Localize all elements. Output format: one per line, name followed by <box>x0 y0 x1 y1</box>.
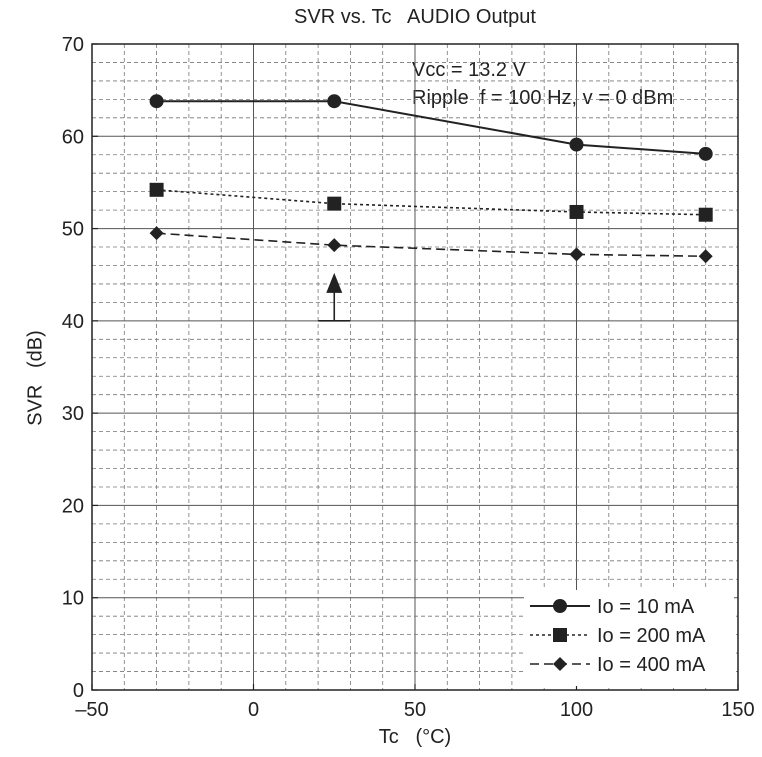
y-tick-label: 10 <box>62 588 84 610</box>
x-tick-label: –50 <box>75 699 108 721</box>
legend-marker <box>553 657 567 671</box>
series-2 <box>149 182 713 222</box>
data-point <box>569 204 584 219</box>
y-tick-label: 40 <box>62 311 84 333</box>
x-tick-label: 100 <box>560 699 593 721</box>
x-tick-label: 50 <box>404 699 426 721</box>
x-tick-label: 150 <box>721 699 754 721</box>
series-3 <box>149 226 713 264</box>
reference-arrow-marker <box>318 272 351 322</box>
data-point <box>149 94 164 109</box>
legend-label: Io = 10 mA <box>597 596 695 618</box>
data-point <box>149 226 164 241</box>
y-tick-label: 30 <box>62 403 84 425</box>
series-1 <box>149 94 713 161</box>
x-axis-label: Tc (°C) <box>378 726 452 748</box>
y-tick-label: 0 <box>73 680 84 702</box>
series-line <box>156 189 706 216</box>
chart-title: SVR vs. Tc AUDIO Output <box>294 6 536 28</box>
y-tick-label: 20 <box>62 495 84 517</box>
data-point <box>149 182 164 197</box>
data-point <box>698 146 713 161</box>
legend-label: Io = 400 mA <box>597 654 706 676</box>
y-tick-label: 50 <box>62 219 84 241</box>
y-tick-label: 70 <box>62 34 84 56</box>
legend-label: Io = 200 mA <box>597 625 706 647</box>
y-tick-label: 60 <box>62 126 84 148</box>
series-line <box>156 232 706 258</box>
data-point <box>327 238 342 253</box>
legend: Io = 10 mA Io = 200 mA Io = 400 mA <box>524 590 734 686</box>
annotation-ripple: Ripple f = 100 Hz, v = 0 dBm <box>412 87 674 109</box>
data-point <box>698 207 713 222</box>
data-point <box>569 137 584 152</box>
data-point <box>327 94 342 109</box>
reference-arrowhead <box>326 272 343 293</box>
legend-marker <box>553 628 567 642</box>
legend-marker <box>553 599 567 613</box>
annotation-vcc: Vcc = 13.2 V <box>412 59 526 81</box>
data-point <box>569 247 584 262</box>
x-tick-label: 0 <box>248 699 259 721</box>
series-line <box>156 100 706 155</box>
data-point <box>327 196 342 211</box>
data-point <box>698 249 713 264</box>
